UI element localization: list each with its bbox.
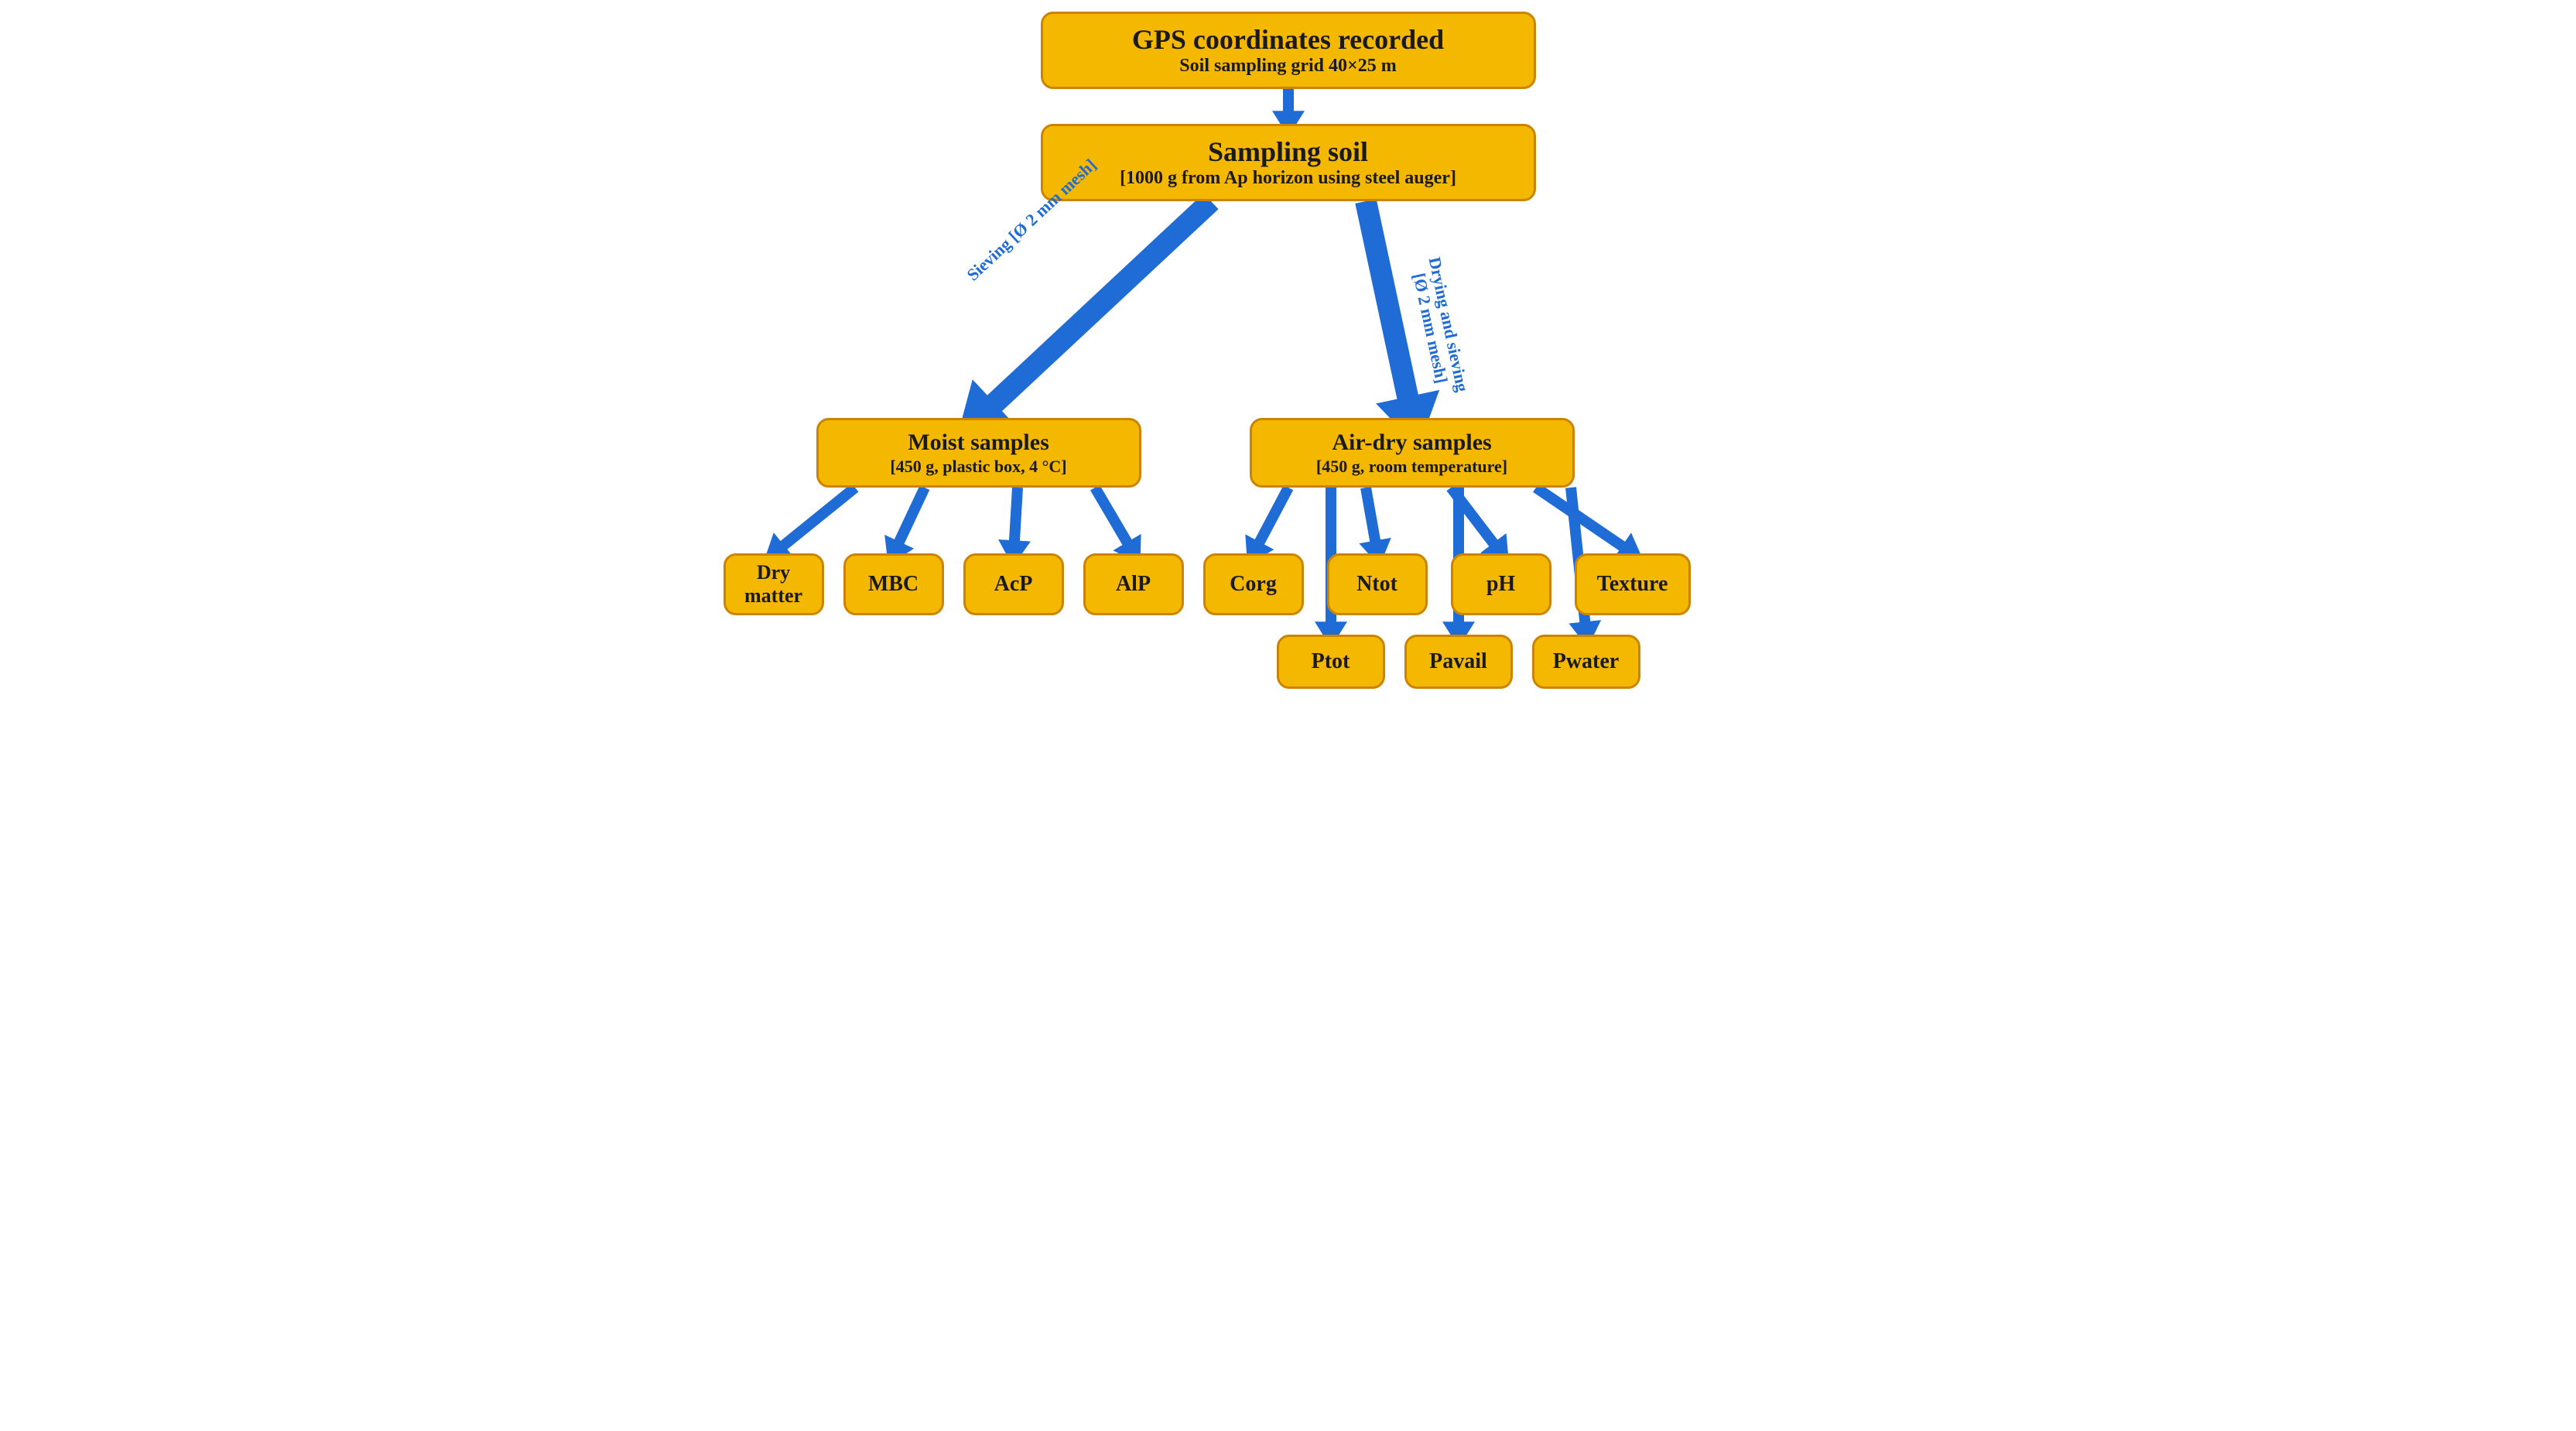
node-mbc: MBC: [843, 553, 944, 615]
node-airdry: Air-dry samples [450 g, room temperature…: [1250, 418, 1575, 488]
node-ptot-title: Ptot: [1312, 649, 1350, 674]
node-airdry-title: Air-dry samples: [1332, 430, 1491, 457]
flowchart-canvas: GPS coordinates recorded Soil sampling g…: [708, 0, 1869, 697]
node-sampling: Sampling soil [1000 g from Ap horizon us…: [1041, 124, 1536, 201]
node-pavail: Pavail: [1404, 635, 1513, 689]
node-ph-title: pH: [1486, 572, 1515, 597]
node-pavail-title: Pavail: [1429, 649, 1487, 674]
node-alp-title: AlP: [1116, 572, 1151, 597]
node-pwater: Pwater: [1532, 635, 1640, 689]
node-ntot: Ntot: [1327, 553, 1428, 615]
node-moist: Moist samples [450 g, plastic box, 4 °C]: [816, 418, 1141, 488]
node-texture: Texture: [1575, 553, 1691, 615]
node-dry-matter: Dry matter: [724, 553, 824, 615]
node-gps-title: GPS coordinates recorded: [1132, 24, 1444, 56]
node-sampling-sub: [1000 g from Ap horizon using steel auge…: [1120, 168, 1456, 190]
node-gps-sub: Soil sampling grid 40×25 m: [1179, 56, 1396, 77]
node-dry-matter-title: Dry matter: [734, 561, 814, 608]
node-ptot: Ptot: [1277, 635, 1385, 689]
node-gps: GPS coordinates recorded Soil sampling g…: [1041, 12, 1536, 89]
node-sampling-title: Sampling soil: [1208, 136, 1368, 168]
node-mbc-title: MBC: [868, 572, 919, 597]
node-corg-title: Corg: [1230, 572, 1277, 597]
node-ntot-title: Ntot: [1356, 572, 1397, 597]
node-acp: AcP: [963, 553, 1064, 615]
node-airdry-sub: [450 g, room temperature]: [1316, 457, 1507, 476]
node-moist-sub: [450 g, plastic box, 4 °C]: [890, 457, 1066, 476]
edge-label-drying: Drying and sieving [Ø 2 mm mesh]: [1406, 255, 1471, 397]
node-alp: AlP: [1083, 553, 1184, 615]
node-acp-title: AcP: [994, 572, 1033, 597]
edge-label-sieving: Sieving [Ø 2 mm mesh]: [963, 156, 1100, 285]
edge-label-sieving-line1: Sieving [Ø 2 mm mesh]: [963, 155, 1100, 284]
node-pwater-title: Pwater: [1553, 649, 1620, 674]
node-corg: Corg: [1203, 553, 1304, 615]
node-moist-title: Moist samples: [908, 430, 1049, 457]
node-ph: pH: [1451, 553, 1551, 615]
node-texture-title: Texture: [1597, 572, 1668, 597]
